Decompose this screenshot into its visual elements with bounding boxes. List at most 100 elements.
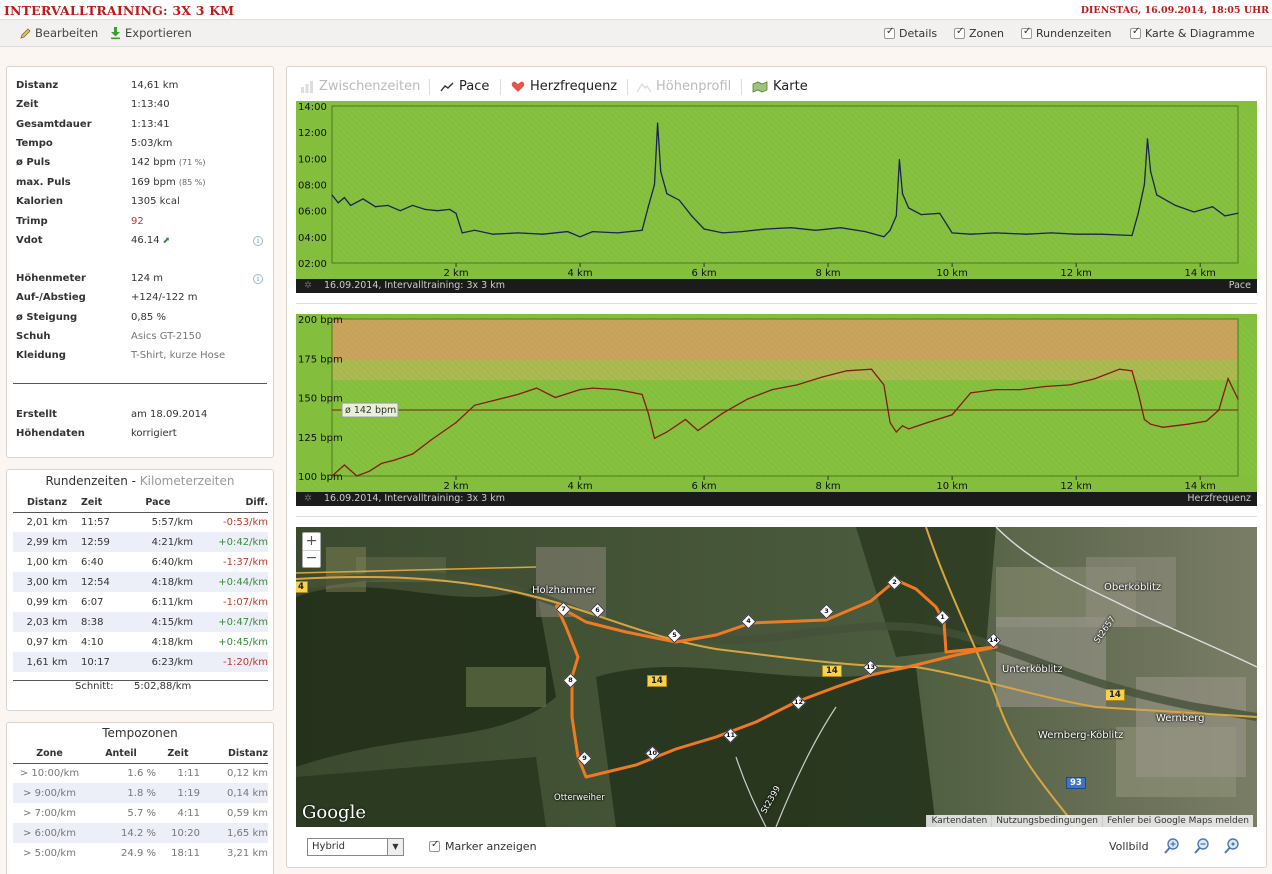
- hatch-line: [611, 318, 770, 477]
- tab-hoehenprofil[interactable]: Höhenprofil: [637, 79, 731, 94]
- hatch-line: [809, 318, 968, 477]
- zoom-reset-icon[interactable]: [1223, 837, 1241, 855]
- hatch-line: [371, 318, 530, 477]
- tab-karte[interactable]: Karte: [752, 79, 808, 94]
- hatch-line: [863, 105, 1022, 264]
- data-point: [771, 389, 773, 391]
- hatch-line: [461, 318, 620, 477]
- hatch-line: [1103, 105, 1257, 260]
- hatch-line: [437, 318, 596, 477]
- hatch-line: [335, 318, 494, 477]
- map-icon: [752, 80, 768, 93]
- data-point: [994, 232, 997, 234]
- hatch-line: [653, 318, 812, 477]
- lap-diff: +0:44/km: [193, 572, 268, 592]
- map-place-label: Otterweiher: [554, 793, 605, 803]
- tab-zwischenzeiten[interactable]: Zwischenzeiten: [300, 79, 420, 94]
- hatch-line: [1073, 105, 1232, 264]
- hatch-line: [815, 318, 974, 477]
- detail-label: Zeit: [16, 99, 39, 110]
- marker-toggle[interactable]: Marker anzeigen: [429, 839, 537, 853]
- checkbox-icon[interactable]: [884, 26, 895, 39]
- hatch-line: [1151, 105, 1257, 212]
- map-zoom-out-button[interactable]: −: [305, 550, 318, 566]
- table-row[interactable]: 3,00 km 12:54 4:18/km +0:44/km: [13, 572, 268, 592]
- route-map[interactable]: 1 2 3 4 5 6 7 8 9 10 11 12 13 14 + − Holzhammer Oberk…: [296, 527, 1257, 827]
- checkbox-icon[interactable]: [954, 26, 965, 39]
- hatch-line: [959, 318, 1118, 477]
- hatch-line: [485, 105, 644, 264]
- hatch-line: [413, 318, 572, 477]
- map-type-select[interactable]: Hybrid ▼: [307, 838, 404, 856]
- map-link-fehler-melden[interactable]: Fehler bei Google Maps melden: [1101, 815, 1253, 827]
- gear-icon[interactable]: ✲: [304, 280, 312, 291]
- table-row[interactable]: 0,97 km 4:10 4:18/km +0:45/km: [13, 632, 269, 652]
- hr-chart-footer-text: 16.09.2014, Intervalltraining: 3x 3 km: [324, 493, 505, 504]
- hatch-line: [331, 326, 482, 477]
- checkbox-icon[interactable]: [1130, 26, 1141, 39]
- hatch-line: [575, 318, 734, 477]
- table-row[interactable]: 1,61 km 10:17 6:23/km -1:20/km: [13, 652, 268, 672]
- tab-herzfrequenz[interactable]: Herzfrequenz: [511, 79, 617, 94]
- data-point: [1131, 234, 1133, 237]
- pace-chart-name: Pace: [1228, 280, 1251, 291]
- chevron-down-icon[interactable]: ▼: [387, 839, 403, 855]
- hatch-line: [1223, 318, 1257, 353]
- table-row[interactable]: 2,99 km 12:59 4:21/km +0:42/km: [13, 532, 268, 552]
- hatch-line: [617, 105, 776, 264]
- data-point: [951, 232, 953, 234]
- toggle-details[interactable]: Details: [884, 26, 937, 40]
- map-link-nutzungsbedingungen[interactable]: Nutzungsbedingungen: [991, 815, 1102, 827]
- map-link-kartendaten[interactable]: Kartendaten: [926, 815, 992, 827]
- gear-icon[interactable]: ✲: [304, 493, 312, 504]
- hatch-line: [491, 105, 650, 264]
- tab-pace[interactable]: Pace: [440, 79, 489, 94]
- data-point: [684, 418, 687, 421]
- hatch-line: [296, 269, 306, 279]
- bar-chart-icon: [301, 80, 313, 93]
- data-point: [951, 414, 953, 416]
- zone-zone: > 5:00/km: [23, 847, 76, 859]
- table-row[interactable]: 2,01 km 11:57 5:57/km -0:53/km: [13, 512, 269, 532]
- hatch-line: [1145, 318, 1257, 431]
- route-km-marker-label: 4: [746, 617, 751, 625]
- table-row[interactable]: 0,99 km 6:07 6:11/km -1:07/km: [13, 592, 269, 612]
- zoom-in-icon[interactable]: [1163, 837, 1181, 855]
- zoom-out-icon[interactable]: [1193, 837, 1211, 855]
- hatch-line: [701, 105, 860, 264]
- info-icon[interactable]: i: [253, 274, 263, 284]
- data-point: [424, 208, 426, 210]
- table-row[interactable]: 2,03 km 8:38 4:15/km +0:47/km: [13, 612, 268, 632]
- edit-button[interactable]: Bearbeiten: [20, 26, 98, 40]
- detail-value: 0,85 %: [131, 312, 166, 323]
- hatch-line: [659, 105, 818, 264]
- laps-tab-kilometerzeiten[interactable]: Kilometerzeiten: [139, 474, 235, 488]
- route-km-marker-label: 1: [940, 613, 945, 621]
- info-icon[interactable]: i: [253, 236, 263, 246]
- hatch-line: [1007, 318, 1166, 477]
- hatch-line: [743, 105, 902, 264]
- hatch-line: [1223, 105, 1257, 140]
- data-point: [970, 392, 972, 394]
- hatch-line: [331, 125, 470, 264]
- hatch-line: [331, 458, 350, 477]
- export-button[interactable]: Exportieren: [110, 26, 192, 40]
- route-km-marker-label: 8: [568, 676, 573, 684]
- hatch-line: [839, 318, 998, 477]
- hatch-line: [815, 105, 974, 264]
- lap-diff: +0:47/km: [193, 612, 268, 632]
- table-row[interactable]: 1,00 km 6:40 6:40/km -1:37/km: [13, 552, 269, 572]
- toggle-zonen[interactable]: Zonen: [954, 26, 1004, 40]
- hatch-line: [839, 105, 998, 264]
- lap-diff: -1:20/km: [193, 652, 268, 672]
- checkbox-icon[interactable]: [429, 839, 440, 852]
- laps-tab-rundenzeiten[interactable]: Rundenzeiten: [45, 474, 128, 488]
- map-zoom-in-button[interactable]: +: [303, 533, 320, 551]
- hatch-line: [331, 119, 476, 264]
- data-point: [1075, 233, 1077, 235]
- toggle-karte-diagramme[interactable]: Karte & Diagramme: [1130, 26, 1255, 40]
- checkbox-icon[interactable]: [1021, 26, 1032, 39]
- toggle-rundenzeiten[interactable]: Rundenzeiten: [1021, 26, 1111, 40]
- avg-label: ø 142 bpm: [345, 405, 396, 416]
- fullscreen-link[interactable]: Vollbild: [1109, 840, 1149, 853]
